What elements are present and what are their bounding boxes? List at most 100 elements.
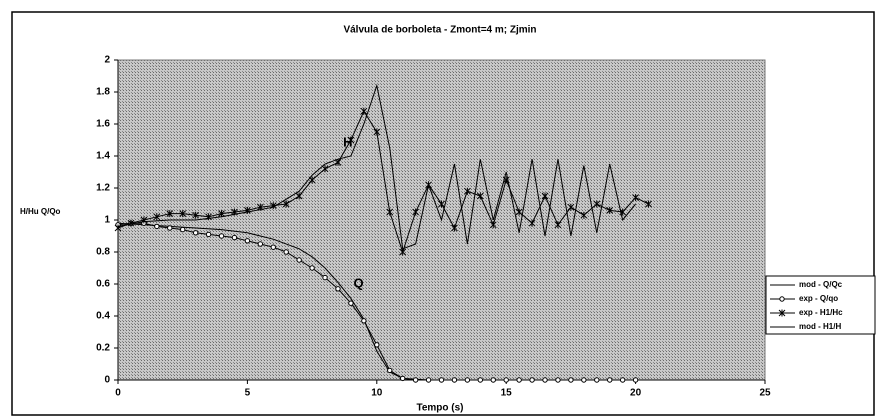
point: [554, 221, 562, 229]
x-tick-label: 15: [501, 388, 513, 399]
legend-label: mod - Q/Qc: [799, 280, 843, 289]
point: [348, 300, 354, 306]
point: [541, 192, 549, 200]
point: [374, 342, 380, 348]
point: [568, 377, 574, 383]
y-tick-label: 2: [104, 55, 110, 66]
point: [645, 200, 652, 208]
y-tick-label: 0.4: [96, 311, 110, 322]
point: [516, 377, 522, 383]
point: [283, 249, 289, 255]
point: [632, 194, 639, 202]
point: [360, 107, 368, 115]
point: [282, 200, 290, 208]
point: [515, 208, 523, 216]
point: [464, 377, 471, 383]
point: [373, 128, 381, 136]
point: [606, 206, 614, 214]
point: [503, 377, 509, 383]
point: [567, 203, 575, 211]
annotation: Q: [354, 275, 364, 290]
point: [476, 192, 484, 200]
point: [295, 192, 303, 200]
x-axis-label: Tempo (s): [416, 403, 463, 414]
x-tick-label: 5: [245, 388, 251, 399]
point: [399, 375, 406, 382]
point: [490, 377, 496, 383]
y-tick-label: 0.6: [96, 279, 110, 290]
point: [166, 210, 174, 218]
x-tick-label: 0: [115, 388, 121, 399]
y-tick-label: 1: [104, 215, 110, 226]
legend-label: mod - H1/H: [799, 322, 841, 331]
legend-marker: [779, 296, 785, 302]
point: [205, 231, 212, 238]
point: [594, 377, 600, 383]
line: [117, 83, 636, 250]
point: [270, 244, 276, 250]
x-tick-label: 10: [371, 388, 383, 399]
point: [180, 226, 186, 233]
point: [412, 208, 419, 216]
point: [309, 265, 315, 271]
y-axis-label: H/Hu Q/Qo: [20, 207, 61, 216]
point: [412, 377, 419, 383]
point: [387, 367, 393, 374]
point: [529, 377, 535, 383]
point: [167, 225, 173, 231]
x-tick-label: 20: [630, 388, 642, 399]
point: [619, 377, 626, 383]
chart-title: Válvula de borboleta - Zmont=4 m; Zjmin: [343, 25, 536, 36]
point: [231, 234, 238, 241]
legend-label: exp - H1/Hc: [799, 308, 843, 317]
point: [477, 377, 484, 383]
legend-box: [765, 275, 876, 335]
point: [257, 241, 264, 247]
point: [489, 221, 497, 229]
point: [218, 210, 225, 218]
point: [192, 230, 199, 236]
point: [399, 248, 407, 256]
point: [347, 136, 355, 144]
point: [451, 224, 458, 232]
point: [321, 165, 329, 173]
y-tick-label: 1.6: [96, 119, 110, 130]
point: [335, 286, 341, 292]
point: [464, 187, 471, 195]
point: [153, 213, 161, 221]
point: [425, 377, 432, 383]
point: [438, 200, 445, 208]
point: [593, 200, 601, 208]
point: [179, 210, 187, 218]
y-tick-label: 1.8: [96, 87, 110, 98]
point: [438, 377, 445, 383]
point: [542, 377, 548, 383]
point: [451, 377, 458, 383]
point: [528, 219, 536, 227]
point: [386, 208, 394, 216]
point: [581, 377, 587, 383]
legend-marker: [778, 309, 786, 317]
y-tick-label: 0.8: [96, 247, 110, 258]
y-tick-label: 0.2: [96, 343, 110, 354]
point: [555, 377, 561, 383]
point: [361, 318, 367, 324]
x-tick-label: 25: [759, 388, 771, 399]
point: [632, 377, 639, 383]
line: [117, 110, 649, 254]
point: [127, 219, 135, 227]
y-tick-label: 1.4: [96, 151, 110, 162]
point: [192, 211, 199, 219]
point: [607, 377, 613, 383]
point: [322, 274, 328, 281]
y-tick-label: 1.2: [96, 183, 110, 194]
point: [244, 238, 251, 244]
annotation: H: [343, 135, 352, 150]
point: [580, 211, 588, 219]
y-tick-label: 0: [104, 375, 110, 386]
point: [296, 257, 302, 263]
point: [154, 223, 160, 230]
point: [218, 233, 225, 239]
legend-label: exp - Q/qo: [799, 294, 838, 303]
